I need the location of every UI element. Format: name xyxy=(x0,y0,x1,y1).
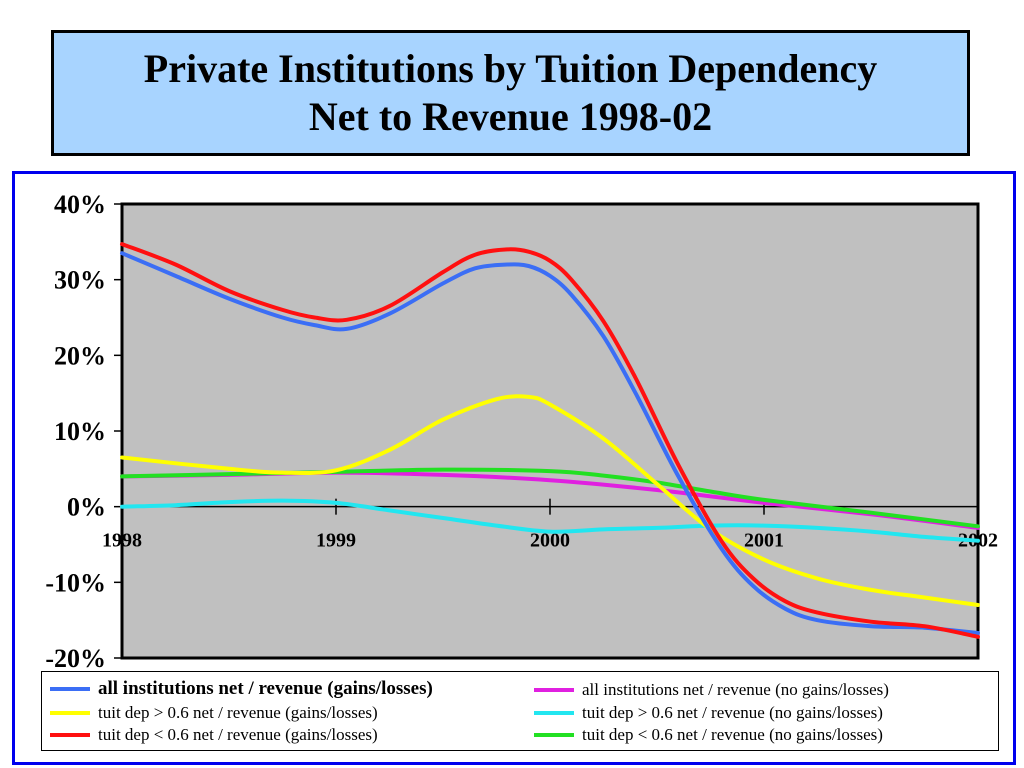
legend-item: tuit dep > 0.6 net / revenue (gains/loss… xyxy=(50,703,378,723)
x-tick-label: 2001 xyxy=(744,530,784,552)
legend-swatch xyxy=(50,687,90,691)
legend-item: tuit dep < 0.6 net / revenue (gains/loss… xyxy=(50,725,378,745)
legend-label: tuit dep < 0.6 net / revenue (no gains/l… xyxy=(582,725,883,744)
x-tick-label: 1999 xyxy=(316,530,356,552)
y-tick-label: 40% xyxy=(54,190,106,219)
chart-legend: all institutions net / revenue (gains/lo… xyxy=(41,671,999,751)
x-tick-label: 2000 xyxy=(530,530,570,552)
x-tick-label: 1998 xyxy=(102,530,142,552)
legend-swatch xyxy=(50,711,90,715)
series-line-5 xyxy=(120,242,980,639)
legend-label: all institutions net / revenue (gains/lo… xyxy=(98,678,433,699)
legend-swatch xyxy=(534,733,574,737)
legend-item: tuit dep < 0.6 net / revenue (no gains/l… xyxy=(534,725,883,745)
y-tick-label: -10% xyxy=(45,568,106,597)
legend-item: tuit dep > 0.6 net / revenue (no gains/l… xyxy=(534,703,883,723)
y-tick-label: 10% xyxy=(54,417,106,446)
series-line-4 xyxy=(120,498,980,543)
legend-label: tuit dep < 0.6 net / revenue (gains/loss… xyxy=(98,725,378,744)
series-line-3 xyxy=(120,394,980,607)
legend-swatch xyxy=(534,711,574,715)
plot-area xyxy=(120,202,980,660)
title-box: Private Institutions by Tuition Dependen… xyxy=(51,30,970,156)
legend-item: all institutions net / revenue (gains/lo… xyxy=(50,678,433,700)
legend-label: tuit dep > 0.6 net / revenue (gains/loss… xyxy=(98,703,378,722)
legend-label: tuit dep > 0.6 net / revenue (no gains/l… xyxy=(582,703,883,722)
y-tick-label: -20% xyxy=(45,644,106,673)
legend-swatch xyxy=(534,688,574,692)
y-tick-label: 20% xyxy=(54,341,106,370)
legend-swatch xyxy=(50,733,90,737)
chart-title-line1: Private Institutions by Tuition Dependen… xyxy=(143,46,878,91)
legend-item: all institutions net / revenue (no gains… xyxy=(534,680,889,700)
y-tick-label: 30% xyxy=(54,266,106,295)
y-tick-label: 0% xyxy=(67,493,106,522)
chart-title-line2: Net to Revenue 1998-02 xyxy=(308,94,713,139)
series-line-1 xyxy=(120,251,980,635)
legend-label: all institutions net / revenue (no gains… xyxy=(582,680,889,699)
